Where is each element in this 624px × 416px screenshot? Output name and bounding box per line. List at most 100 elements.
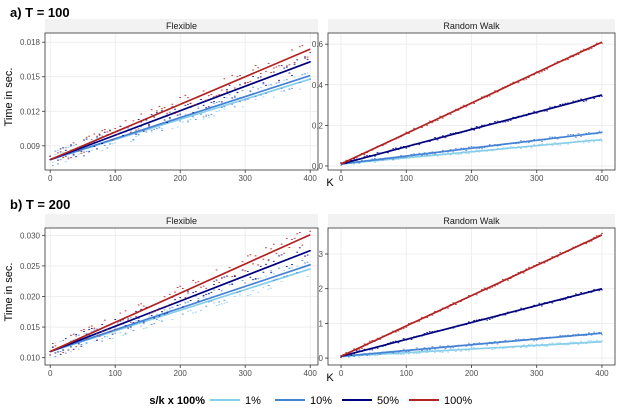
data-point [231, 283, 234, 285]
data-point [415, 347, 418, 349]
data-point [512, 116, 515, 118]
data-point [148, 313, 150, 315]
data-point [410, 339, 413, 341]
data-point [598, 96, 601, 98]
data-point [233, 274, 236, 276]
data-point [90, 149, 93, 151]
data-point [226, 90, 228, 92]
data-point [239, 294, 241, 296]
data-point [496, 343, 499, 345]
data-point [533, 74, 536, 76]
data-point [244, 99, 247, 101]
data-point [262, 286, 265, 288]
data-point [220, 89, 223, 91]
data-point [59, 152, 62, 154]
data-point [535, 112, 538, 114]
data-point [231, 74, 234, 76]
data-point [298, 81, 301, 83]
data-point [192, 112, 195, 114]
data-point [226, 275, 228, 277]
data-point [236, 291, 239, 293]
data-point [462, 104, 465, 106]
data-point [51, 343, 54, 345]
data-point [533, 143, 536, 145]
data-point [51, 346, 54, 348]
data-point [572, 100, 575, 102]
data-point [226, 97, 228, 99]
data-point [215, 110, 218, 112]
data-point [345, 352, 348, 354]
data-point [291, 87, 293, 89]
data-point [148, 125, 150, 127]
data-point [72, 154, 75, 156]
data-point [533, 139, 536, 141]
data-point [470, 150, 473, 152]
data-point [548, 343, 551, 345]
data-point [554, 105, 556, 107]
data-point [431, 331, 434, 333]
data-point [67, 349, 70, 351]
data-point [358, 348, 361, 350]
data-point [96, 137, 98, 139]
panel-strip [45, 214, 318, 228]
data-point [213, 115, 215, 117]
data-point [577, 99, 580, 101]
data-point [467, 294, 470, 296]
data-point [580, 50, 582, 52]
data-point [447, 307, 449, 309]
data-point [161, 108, 163, 110]
data-point [392, 341, 395, 343]
data-point [556, 138, 559, 140]
data-point [361, 347, 363, 349]
data-point [205, 107, 208, 109]
data-point [252, 86, 254, 88]
data-point [103, 131, 106, 133]
data-point [418, 353, 421, 355]
data-point [407, 323, 410, 325]
data-point [252, 263, 254, 265]
data-point [376, 337, 379, 339]
data-point [239, 84, 241, 86]
data-point [77, 343, 80, 345]
data-point [481, 147, 483, 149]
data-point [569, 134, 572, 136]
data-point [462, 150, 465, 152]
data-point [551, 145, 554, 147]
data-point [353, 158, 355, 160]
data-point [109, 129, 111, 131]
data-point [57, 149, 59, 151]
data-point [257, 278, 260, 280]
data-point [473, 102, 476, 104]
data-point [447, 351, 449, 353]
data-point [454, 350, 457, 352]
data-point [129, 328, 132, 330]
data-point [176, 111, 179, 113]
data-point [397, 342, 400, 344]
data-point [205, 99, 208, 101]
data-point [278, 255, 280, 257]
data-point [379, 338, 382, 340]
data-point [202, 294, 205, 296]
data-point [142, 305, 145, 307]
data-point [233, 87, 236, 89]
data-point [541, 343, 543, 345]
data-point [494, 348, 496, 350]
data-point [187, 310, 189, 312]
data-point [454, 108, 457, 110]
data-point [140, 308, 143, 310]
data-point [231, 97, 234, 99]
data-point [103, 129, 106, 131]
data-point [486, 289, 489, 291]
data-point [241, 269, 244, 271]
data-point [525, 78, 528, 80]
series-marks [340, 232, 603, 359]
data-point [291, 238, 293, 240]
data-point [85, 333, 88, 335]
legend: s/k x 100% 1% 10% 50% 100% [149, 395, 472, 407]
data-point [106, 328, 109, 330]
data-point [371, 158, 374, 160]
data-point [215, 101, 218, 103]
data-point [588, 132, 590, 134]
data-point [601, 289, 603, 291]
data-point [124, 325, 127, 327]
